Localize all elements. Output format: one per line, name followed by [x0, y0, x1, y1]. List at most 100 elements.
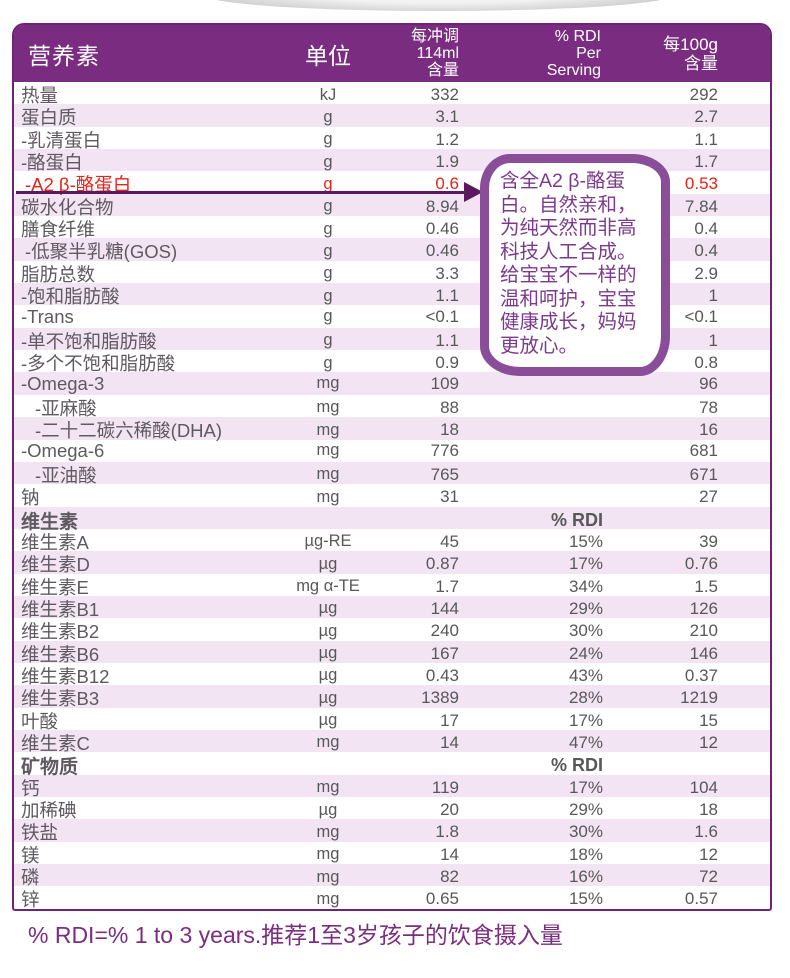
row-unit: µg	[318, 688, 338, 707]
row-unit: mg	[316, 465, 340, 484]
row-nutrient-label: 加稀碘	[21, 800, 77, 821]
row-per-serving-value: 240	[430, 621, 459, 641]
row-unit: mg	[316, 733, 340, 752]
row-unit: µg	[318, 666, 338, 685]
row-per-serving-value: 8.94	[425, 196, 459, 216]
row-per-100g-value: 39	[699, 531, 718, 551]
row-per-serving-value: 82	[440, 867, 459, 887]
row-nutrient-label: 维生素C	[21, 732, 90, 754]
row-per-serving-value: 3.1	[435, 107, 459, 127]
table-row: -Omega-3 mg 109 96	[14, 372, 770, 395]
row-unit: mg	[316, 822, 340, 841]
header-rdi-line: Serving	[546, 62, 601, 79]
row-rdi-value: 17%	[568, 710, 603, 730]
row-per-100g-value: <0.1	[684, 306, 718, 326]
table-row: 维生素D µg 0.87 17% 0.76	[14, 551, 770, 575]
row-rdi-value: 30%	[568, 822, 603, 842]
row-nutrient-label: 维生素A	[21, 531, 89, 553]
row-nutrient-label: 脂肪总数	[21, 263, 96, 285]
header-nutrient: 营养素	[28, 42, 100, 69]
row-per-serving-value: <0.1	[425, 306, 459, 326]
nutrition-table: 营养素 单位 每冲调 114ml 含量 % RDI Per Serving 每1…	[12, 23, 772, 911]
row-per-serving-value: 1389	[421, 688, 459, 708]
row-per-serving-value: 18	[440, 420, 459, 440]
row-rdi-value: 17%	[568, 554, 603, 574]
table-row: 维生素A µg-RE 45 15% 39	[14, 529, 770, 553]
row-unit: g	[323, 152, 333, 171]
table-row: -Trans g <0.1 <0.1	[14, 305, 770, 327]
row-nutrient-label: 矿物质	[21, 757, 79, 779]
table-row: 锌 mg 0.65 15% 0.57	[14, 886, 770, 910]
row-unit: mg	[316, 867, 340, 886]
row-per-serving-value: 1.2	[435, 129, 459, 149]
row-per-serving-value: 3.3	[435, 263, 459, 283]
table-row: 镁 mg 14 18% 12	[14, 842, 770, 866]
row-per-100g-value: 671	[689, 464, 718, 484]
row-nutrient-label: 维生素B6	[21, 643, 100, 665]
row-unit: mg	[316, 398, 340, 417]
row-per-100g-value: 18	[699, 800, 718, 819]
row-per-100g-value: 210	[689, 621, 718, 641]
row-unit: mg	[316, 889, 340, 908]
table-row: 热量 kJ 332 292	[14, 82, 770, 106]
row-per-100g-value: 126	[689, 598, 718, 618]
row-per-serving-value: 1.1	[435, 286, 459, 306]
table-row: 蛋白质 g 3.1 2.7	[14, 104, 770, 128]
row-per-100g-value: 1	[708, 330, 718, 350]
row-per-100g-value: 96	[699, 373, 718, 393]
table-row: 维生素B2 µg 240 30% 210	[14, 618, 770, 642]
row-unit: mg	[316, 374, 340, 393]
row-per-100g-value: 292	[689, 85, 718, 104]
row-unit: g	[323, 197, 333, 216]
row-unit: mg	[316, 845, 340, 864]
row-rdi-value: 47%	[568, 732, 603, 752]
header-per-serving-line: 114ml	[416, 45, 459, 62]
row-per-100g-value: 1219	[680, 688, 718, 708]
row-per-100g-value: 0.37	[684, 665, 718, 685]
row-unit: g	[323, 264, 333, 283]
row-nutrient-label: 钙	[21, 777, 40, 799]
row-per-100g-value: 0.76	[684, 554, 718, 574]
row-per-serving-value: 0.87	[425, 554, 459, 574]
row-unit: µg	[318, 554, 338, 573]
row-per-serving-value: 1.9	[435, 152, 459, 172]
row-unit: g	[323, 241, 333, 260]
row-nutrient-label: 膳食纤维	[21, 219, 96, 241]
row-unit: µg	[318, 621, 338, 640]
row-per-100g-value: 1.6	[694, 822, 718, 842]
row-nutrient-label: 蛋白质	[21, 107, 77, 129]
row-nutrient-label: -多个不饱和脂肪酸	[21, 353, 176, 375]
row-per-serving-value: 17	[440, 710, 459, 730]
row-per-100g-value: 0.53	[684, 174, 718, 194]
row-per-serving-value: 1.8	[435, 822, 459, 842]
table-row: 维生素 % RDI	[14, 506, 770, 533]
row-unit: mg	[316, 441, 340, 460]
row-nutrient-label: -Omega-6	[21, 439, 105, 461]
row-per-serving-value: 14	[440, 844, 459, 864]
row-unit: µg	[318, 599, 338, 618]
row-unit: mg	[316, 487, 340, 506]
row-nutrient-label: 维生素B2	[21, 621, 100, 643]
row-rdi-value: 28%	[568, 688, 603, 708]
row-nutrient-label: 镁	[21, 844, 40, 866]
table-row: -二十二碳六稀酸(DHA) mg 18 16	[14, 417, 770, 441]
row-per-100g-value: 12	[699, 732, 718, 752]
table-row: 膳食纤维 g 0.46 0.4	[14, 216, 770, 240]
row-nutrient-label: 维生素B12	[21, 665, 110, 687]
row-per-100g-value: 1.5	[694, 576, 718, 596]
row-per-serving-value: 45	[440, 531, 459, 551]
row-unit: g	[323, 107, 333, 126]
row-per-100g-value: 0.4	[694, 241, 718, 261]
header-per-100g-line: 每100g	[663, 34, 718, 54]
header-per-serving: 每冲调 114ml 含量	[374, 28, 469, 79]
table-row: 矿物质 % RDI	[14, 752, 770, 778]
can-bottom-edge	[205, 0, 672, 11]
row-per-100g-value: 2.7	[694, 107, 718, 127]
row-per-100g-value: 78	[699, 397, 718, 417]
row-per-serving-value: 332	[430, 85, 459, 104]
row-per-serving-value: 88	[440, 397, 459, 417]
row-nutrient-label: 磷	[21, 867, 40, 889]
row-per-serving-value: 167	[430, 643, 459, 663]
row-per-100g-value: 104	[689, 777, 718, 797]
row-unit: mg α-TE	[296, 577, 360, 596]
